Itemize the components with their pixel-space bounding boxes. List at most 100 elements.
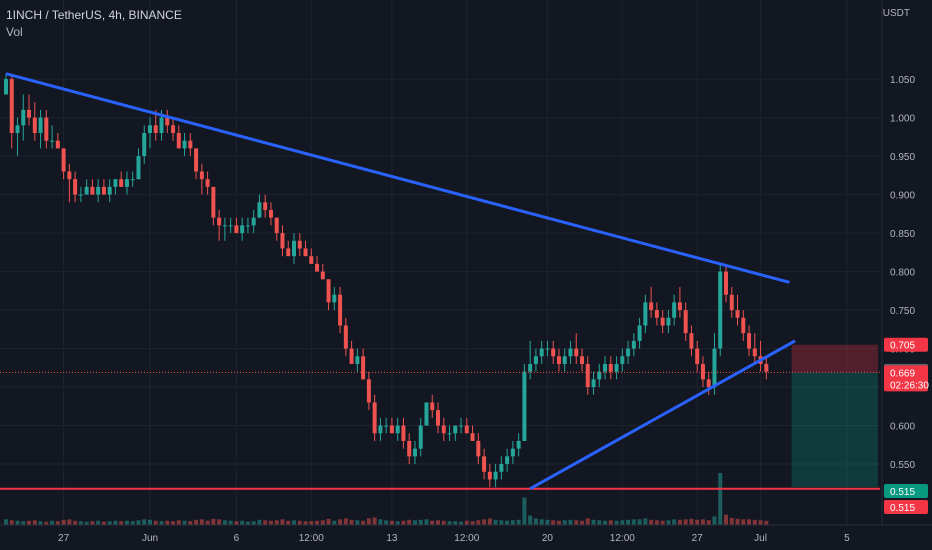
volume-bar <box>205 520 210 525</box>
candle-body <box>234 225 239 234</box>
candle-body <box>199 171 204 180</box>
candle-body <box>666 317 671 326</box>
volume-bar <box>476 520 481 525</box>
volume-bar <box>84 521 89 525</box>
candle-body <box>67 171 72 180</box>
volume-bar <box>752 519 757 525</box>
price-tick-label: 0.800 <box>890 268 915 279</box>
candle-body <box>165 117 170 126</box>
candle-body <box>441 425 446 434</box>
volume-bar <box>666 520 671 525</box>
volume-bar <box>176 520 181 525</box>
candle-body <box>384 425 389 427</box>
volume-bar <box>487 518 492 525</box>
volume-bar <box>315 520 320 525</box>
candle-body <box>568 348 573 357</box>
volume-bar <box>637 519 642 525</box>
price-tick-label: 0.550 <box>890 460 915 471</box>
candle-body <box>764 363 769 372</box>
candle-body <box>263 202 268 210</box>
candle-body <box>464 425 469 434</box>
candle-body <box>637 325 642 341</box>
candle-body <box>585 363 590 388</box>
time-tick-label: 13 <box>386 533 398 544</box>
candle-body <box>188 140 193 149</box>
candle-body <box>338 294 343 326</box>
volume-bar <box>27 520 32 525</box>
time-tick-label: 27 <box>692 533 704 544</box>
volume-bar <box>706 520 711 525</box>
candle-body <box>15 125 20 133</box>
price-label-stop <box>884 484 928 498</box>
candle-body <box>343 325 348 349</box>
volume-label[interactable]: Vol <box>6 25 23 39</box>
candle-body <box>597 371 602 380</box>
volume-bar <box>182 520 187 525</box>
candle-body <box>487 471 492 480</box>
candle-body <box>735 310 740 318</box>
candle-body <box>251 217 256 226</box>
volume-bar <box>764 520 769 525</box>
time-tick-label: Jun <box>142 533 158 544</box>
volume-bar <box>585 518 590 525</box>
volume-bar <box>700 519 705 525</box>
candle-body <box>217 217 222 226</box>
price-label-text: 0.705 <box>890 341 915 352</box>
volume-bar <box>407 519 412 525</box>
volume-bar <box>9 520 14 525</box>
volume-bar <box>119 521 124 525</box>
volume-bar <box>464 520 469 525</box>
volume-bar <box>165 520 170 525</box>
volume-bar <box>528 515 533 525</box>
candle-body <box>591 379 596 388</box>
candle-body <box>626 348 631 357</box>
volume-bar <box>142 519 147 525</box>
volume-bar <box>470 521 475 525</box>
position-loss-zone <box>791 372 878 488</box>
candle-body <box>4 79 8 95</box>
candle-body <box>73 179 78 195</box>
candle-body <box>395 425 400 434</box>
volume-bar <box>516 519 521 525</box>
candle-body <box>274 217 279 234</box>
volume-bar <box>171 521 176 525</box>
volume-bar <box>240 520 245 525</box>
candle-body <box>148 125 152 133</box>
candle-body <box>303 248 308 257</box>
volume-bar <box>222 520 227 525</box>
volume-bar <box>626 519 631 525</box>
volume-bar <box>741 519 746 525</box>
volume-bar <box>689 518 694 525</box>
volume-bar <box>67 519 72 525</box>
volume-bar <box>482 519 487 525</box>
candle-body <box>459 425 464 427</box>
candle-body <box>424 402 429 426</box>
candle-body <box>418 425 423 449</box>
candle-body <box>194 148 199 172</box>
volume-bar <box>251 521 256 525</box>
volume-bar <box>320 520 325 525</box>
volume-bar <box>493 519 498 525</box>
volume-bar <box>280 519 285 525</box>
volume-bar <box>286 520 291 525</box>
symbol-title[interactable]: 1INCH / TetherUS, 4h, BINANCE <box>6 8 182 22</box>
candle-body <box>153 125 158 133</box>
volume-bar <box>148 519 152 525</box>
volume-bar <box>389 520 394 525</box>
volume-bar <box>153 520 158 525</box>
volume-bar <box>418 519 423 525</box>
candle-body <box>315 263 320 272</box>
candle-body <box>176 132 181 149</box>
volume-bar <box>395 521 400 525</box>
volume-bar <box>90 521 95 525</box>
candle-body <box>378 425 383 434</box>
candle-body <box>574 348 579 357</box>
candle-body <box>482 456 487 472</box>
price-tick-label: 0.850 <box>890 229 915 240</box>
volume-bar <box>505 520 510 525</box>
volume-bar <box>677 519 682 525</box>
volume-bar <box>361 520 366 525</box>
volume-bar <box>263 520 268 525</box>
volume-bar <box>217 519 222 525</box>
